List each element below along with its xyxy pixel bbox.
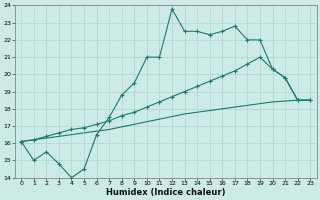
X-axis label: Humidex (Indice chaleur): Humidex (Indice chaleur)	[106, 188, 226, 197]
